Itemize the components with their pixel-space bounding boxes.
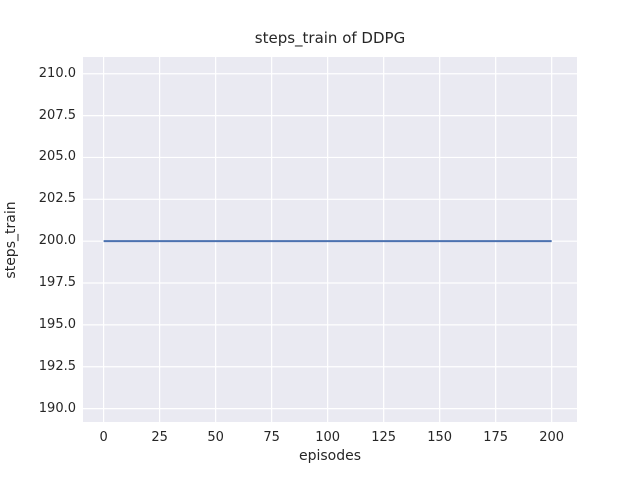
x-tick-label: 25 bbox=[151, 430, 168, 445]
x-tick-label: 100 bbox=[315, 430, 341, 445]
y-tick-label: 210.0 bbox=[38, 65, 76, 81]
plot-svg bbox=[83, 57, 577, 422]
y-tick-label: 205.0 bbox=[38, 149, 76, 165]
y-tick-label: 190.0 bbox=[38, 400, 76, 416]
y-tick-label: 192.5 bbox=[38, 358, 76, 374]
x-tick-label: 125 bbox=[371, 430, 397, 445]
x-tick-label: 75 bbox=[263, 430, 280, 445]
x-tick-label: 200 bbox=[539, 430, 565, 445]
y-axis-label: steps_train bbox=[3, 201, 19, 279]
y-tick-label: 195.0 bbox=[38, 316, 76, 332]
x-tick-label: 0 bbox=[99, 430, 108, 445]
x-axis-label: episodes bbox=[298, 448, 362, 464]
y-tick-label: 207.5 bbox=[38, 107, 76, 123]
y-tick-label: 200.0 bbox=[38, 233, 76, 249]
x-tick-label: 150 bbox=[427, 430, 453, 445]
chart-title: steps_train of DDPG bbox=[254, 29, 406, 47]
plot-area bbox=[83, 57, 577, 422]
x-tick-label: 175 bbox=[483, 430, 509, 445]
plot-background bbox=[83, 57, 577, 422]
y-tick-label: 202.5 bbox=[38, 191, 76, 207]
x-tick-label: 50 bbox=[207, 430, 224, 445]
y-tick-label: 197.5 bbox=[38, 275, 76, 291]
